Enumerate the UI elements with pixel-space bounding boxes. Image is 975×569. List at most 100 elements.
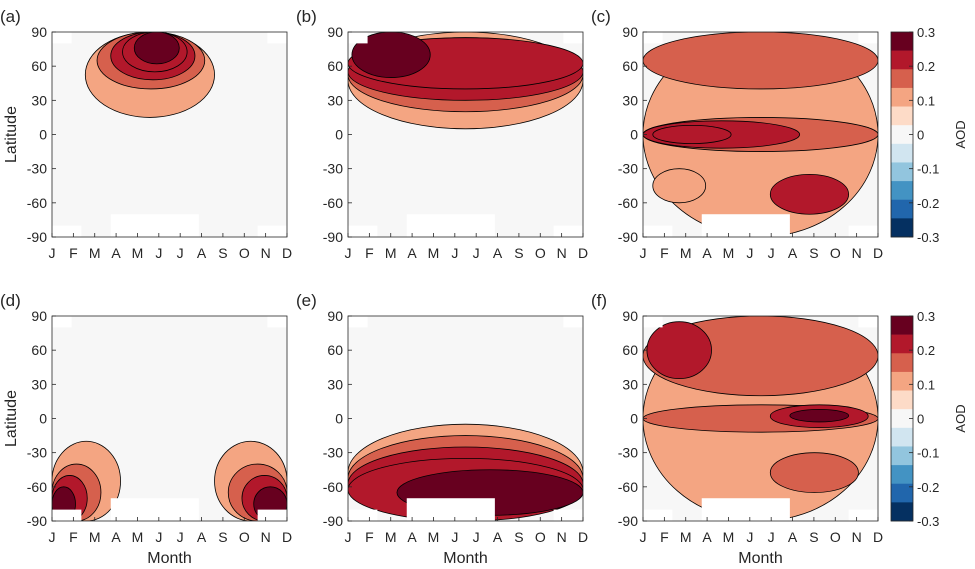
panel-label: (d) bbox=[0, 291, 21, 310]
x-tick-label: O bbox=[239, 245, 250, 261]
y-tick-label: 90 bbox=[622, 24, 638, 40]
no-data-cell bbox=[858, 32, 878, 44]
x-tick-label: J bbox=[640, 529, 647, 545]
panel-c bbox=[642, 31, 879, 238]
colorbar-swatch bbox=[891, 390, 913, 410]
colorbar-swatch bbox=[891, 32, 913, 51]
x-tick-label: M bbox=[385, 529, 397, 545]
x-tick-label: F bbox=[660, 529, 669, 545]
no-data-cell bbox=[563, 316, 583, 328]
x-tick-label: J bbox=[49, 245, 56, 261]
x-tick-label: A bbox=[788, 529, 798, 545]
x-tick-label: J bbox=[177, 529, 184, 545]
y-tick-label: -30 bbox=[27, 161, 47, 177]
x-tick-label: J bbox=[473, 245, 480, 261]
x-tick-label: A bbox=[111, 245, 121, 261]
x-axis-label: Month bbox=[443, 550, 487, 567]
colorbar-swatch bbox=[891, 427, 913, 447]
panel-a bbox=[51, 31, 288, 238]
x-tick-label: J bbox=[746, 529, 753, 545]
colorbar-swatch bbox=[891, 334, 913, 354]
colorbar-tick-label: 0 bbox=[917, 412, 924, 427]
no-data-cell bbox=[257, 509, 287, 521]
contour-layers bbox=[643, 32, 878, 237]
colorbar-tick-label: -0.3 bbox=[917, 514, 939, 529]
y-tick-label: -30 bbox=[323, 445, 343, 461]
colorbar-swatch bbox=[891, 106, 913, 126]
x-tick-label: A bbox=[407, 529, 417, 545]
x-tick-label: A bbox=[493, 245, 503, 261]
x-tick-label: A bbox=[493, 529, 503, 545]
x-tick-label: A bbox=[702, 245, 712, 261]
no-data-mask bbox=[52, 32, 287, 237]
no-data-cell bbox=[701, 498, 790, 521]
colorbar-swatch bbox=[891, 409, 913, 429]
x-tick-label: N bbox=[557, 529, 567, 545]
no-data-mask bbox=[348, 32, 583, 237]
panel-e bbox=[347, 315, 584, 522]
x-tick-label: J bbox=[451, 245, 458, 261]
y-tick-label: 30 bbox=[327, 92, 343, 108]
x-axis-label: Month bbox=[738, 550, 782, 567]
panel-d bbox=[51, 315, 288, 522]
no-data-cell bbox=[52, 225, 82, 237]
contour-band bbox=[769, 173, 850, 215]
contour-band bbox=[769, 452, 859, 493]
colorbar-swatch bbox=[891, 218, 913, 238]
no-data-cell bbox=[563, 32, 583, 44]
x-tick-label: F bbox=[660, 245, 669, 261]
colorbar-swatch bbox=[891, 483, 913, 503]
x-tick-label: O bbox=[535, 529, 546, 545]
x-tick-label: N bbox=[852, 245, 862, 261]
x-tick-label: J bbox=[451, 529, 458, 545]
no-data-mask bbox=[643, 316, 878, 521]
x-tick-label: J bbox=[345, 245, 352, 261]
x-tick-label: O bbox=[830, 245, 841, 261]
x-axis-label: Month bbox=[147, 550, 191, 567]
x-tick-label: F bbox=[365, 529, 374, 545]
x-tick-label: A bbox=[111, 529, 121, 545]
no-data-cell bbox=[701, 214, 790, 237]
no-data-cell bbox=[52, 509, 82, 521]
colorbar-swatch bbox=[891, 502, 913, 522]
x-tick-label: N bbox=[261, 529, 271, 545]
y-tick-label: -90 bbox=[323, 229, 343, 245]
no-data-cell bbox=[643, 32, 663, 44]
y-tick-label: 0 bbox=[335, 127, 343, 143]
colorbar-swatch bbox=[891, 143, 913, 163]
no-data-cell bbox=[348, 316, 368, 328]
x-tick-label: O bbox=[535, 245, 546, 261]
y-tick-label: -60 bbox=[27, 479, 47, 495]
x-tick-label: A bbox=[702, 529, 712, 545]
y-tick-label: 60 bbox=[31, 342, 47, 358]
y-tick-label: 0 bbox=[335, 411, 343, 427]
y-tick-label: 0 bbox=[630, 127, 638, 143]
no-data-cell bbox=[52, 316, 72, 328]
x-tick-label: J bbox=[345, 529, 352, 545]
x-tick-label: M bbox=[89, 529, 101, 545]
x-tick-label: N bbox=[261, 245, 271, 261]
colorbar-tick-label: -0.1 bbox=[917, 162, 939, 177]
x-tick-label: D bbox=[282, 245, 292, 261]
colorbar-tick-label: 0.2 bbox=[917, 343, 935, 358]
contour-band bbox=[643, 32, 878, 90]
colorbar-tick-label: 0 bbox=[917, 128, 924, 143]
x-tick-label: S bbox=[514, 529, 523, 545]
x-tick-label: M bbox=[723, 245, 735, 261]
no-data-cell bbox=[643, 225, 673, 237]
colorbar-tick-label: -0.2 bbox=[917, 196, 939, 211]
x-tick-label: D bbox=[282, 529, 292, 545]
y-tick-label: -60 bbox=[323, 195, 343, 211]
no-data-cell bbox=[848, 225, 878, 237]
colorbar-swatch bbox=[891, 50, 913, 70]
contour-band bbox=[652, 168, 707, 204]
y-tick-label: 60 bbox=[327, 342, 343, 358]
panel-b bbox=[347, 31, 584, 238]
colorbar-swatch bbox=[891, 69, 913, 89]
contour-band bbox=[652, 124, 732, 145]
y-tick-label: -90 bbox=[323, 513, 343, 529]
contour-band bbox=[646, 321, 712, 380]
x-tick-label: N bbox=[557, 245, 567, 261]
y-tick-label: -30 bbox=[618, 445, 638, 461]
colorbar-2 bbox=[890, 315, 914, 522]
